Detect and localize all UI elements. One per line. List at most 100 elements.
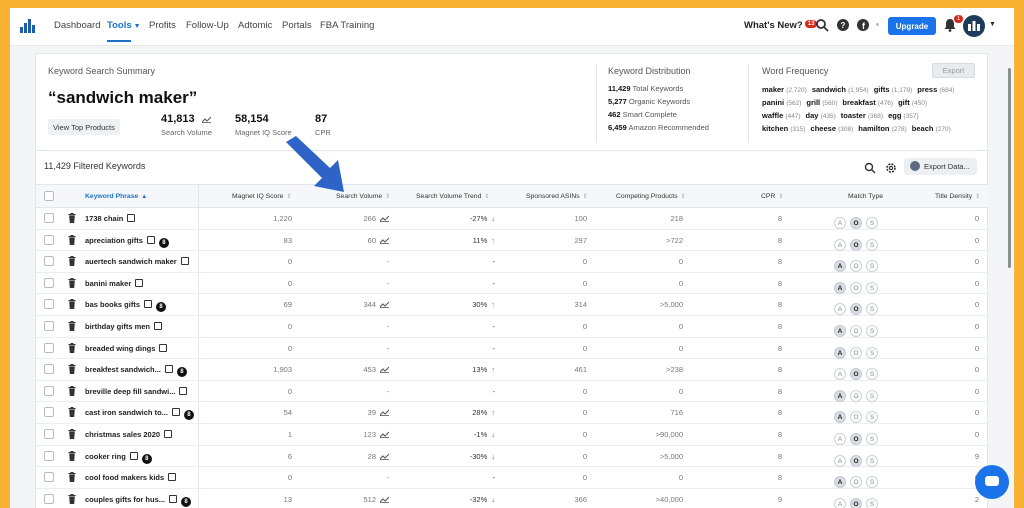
row-checkbox[interactable]: [44, 213, 54, 223]
match-type-o[interactable]: O: [850, 411, 862, 424]
help-icon[interactable]: ?: [836, 18, 850, 32]
match-type-s[interactable]: S: [866, 433, 878, 445]
keyword-phrase[interactable]: bas books gifts: [85, 300, 141, 310]
word-frequency-item[interactable]: grill (560): [806, 98, 838, 107]
row-checkbox[interactable]: [44, 493, 54, 504]
external-link-icon[interactable]: [154, 322, 163, 330]
row-checkbox[interactable]: [44, 321, 54, 331]
match-type-s[interactable]: S: [866, 325, 878, 337]
word-frequency-item[interactable]: waffle (447): [762, 111, 801, 120]
external-link-icon[interactable]: [171, 408, 180, 417]
match-type-a[interactable]: A: [834, 325, 846, 337]
match-type-a[interactable]: A: [834, 389, 846, 402]
row-checkbox[interactable]: [44, 342, 54, 353]
row-checkbox[interactable]: [44, 256, 54, 267]
external-link-icon[interactable]: [144, 300, 153, 309]
keyword-phrase[interactable]: breakfest sandwich...: [85, 365, 161, 375]
row-checkbox[interactable]: [44, 450, 54, 461]
match-type-s[interactable]: S: [866, 454, 878, 467]
row-checkbox[interactable]: [44, 472, 54, 483]
row-checkbox[interactable]: [44, 234, 54, 245]
nav-adtomic[interactable]: Adtomic: [238, 20, 273, 31]
helium10-logo-icon[interactable]: [20, 19, 36, 33]
trash-icon[interactable]: [68, 342, 76, 353]
row-checkbox[interactable]: [44, 429, 54, 439]
keyword-phrase[interactable]: breaded wing dings: [85, 343, 156, 353]
external-link-icon[interactable]: [169, 494, 178, 503]
column-header-cpr[interactable]: CPR ⇕: [761, 193, 784, 200]
external-link-icon[interactable]: [146, 235, 155, 244]
page-scrollbar[interactable]: [1008, 68, 1011, 268]
match-type-s[interactable]: S: [866, 411, 878, 424]
word-frequency-item[interactable]: hamilton (278): [858, 124, 907, 133]
match-type-s[interactable]: S: [866, 238, 878, 251]
word-frequency-item[interactable]: toaster (368): [840, 111, 884, 120]
nav-portals[interactable]: Portals: [282, 20, 312, 31]
trend-chart-icon[interactable]: [380, 301, 389, 309]
search-icon[interactable]: [815, 18, 829, 32]
trend-chart-icon[interactable]: [380, 409, 389, 417]
table-row[interactable]: 1738 chain 1,220 266 -27% ↓ 100 218 8 A O S 0: [36, 208, 989, 230]
match-type-o[interactable]: O: [850, 476, 862, 489]
table-row[interactable]: couples gifts for hus... 8 13 512 -32% ↓ 366 >4…: [36, 489, 989, 508]
column-header-keyword-phrase[interactable]: Keyword Phrase ▲: [85, 193, 148, 200]
match-type-a[interactable]: A: [834, 260, 846, 273]
chat-launcher-button[interactable]: [975, 465, 1009, 499]
match-type-o[interactable]: O: [850, 260, 862, 273]
word-frequency-item[interactable]: cheese (308): [810, 124, 854, 133]
external-link-icon[interactable]: [164, 365, 173, 374]
match-type-o[interactable]: O: [850, 346, 862, 359]
keyword-phrase[interactable]: couples gifts for hus...: [85, 494, 166, 504]
match-type-o[interactable]: O: [850, 454, 862, 467]
word-frequency-item[interactable]: gifts (1,179): [873, 85, 913, 94]
table-row[interactable]: apreciation gifts 8 83 60 11% ↑ 297 >722 8 A O S 0: [36, 230, 989, 252]
select-all-checkbox[interactable]: [44, 191, 54, 201]
match-type-s[interactable]: S: [866, 260, 878, 273]
view-top-products-button[interactable]: View Top Products: [48, 119, 120, 135]
match-type-o[interactable]: O: [850, 497, 862, 508]
trend-chart-icon[interactable]: [380, 366, 389, 374]
match-type-s[interactable]: S: [866, 217, 878, 229]
trash-icon[interactable]: [68, 277, 76, 288]
trash-icon[interactable]: [68, 299, 76, 310]
word-frequency-item[interactable]: beach (270): [911, 124, 951, 133]
nav-profits[interactable]: Profits: [149, 20, 176, 31]
nav-fba-training[interactable]: FBA Training: [320, 20, 375, 31]
external-link-icon[interactable]: [180, 257, 189, 266]
external-link-icon[interactable]: [129, 451, 138, 460]
match-type-a[interactable]: A: [834, 476, 846, 489]
row-checkbox[interactable]: [44, 385, 54, 396]
account-chevron-icon[interactable]: ▼: [989, 21, 996, 28]
trash-icon[interactable]: [68, 450, 76, 461]
table-row[interactable]: auertech sandwich maker 0 - - 0 0 8 A O S 0: [36, 251, 989, 273]
table-row[interactable]: cast iron sandwich to... 8 54 39 28% ↑ 0 716 8 A O…: [36, 402, 989, 424]
match-type-s[interactable]: S: [866, 497, 878, 508]
match-type-o[interactable]: O: [850, 368, 862, 381]
notifications-button[interactable]: 1: [944, 15, 964, 37]
external-link-icon[interactable]: [168, 473, 177, 482]
match-type-s[interactable]: S: [866, 303, 878, 316]
match-type-s[interactable]: S: [866, 389, 878, 402]
avatar[interactable]: [963, 15, 985, 37]
match-type-o[interactable]: O: [850, 303, 862, 316]
trash-icon[interactable]: [68, 364, 76, 375]
keyword-phrase[interactable]: christmas sales 2020: [85, 430, 161, 439]
trash-icon[interactable]: [68, 472, 76, 483]
match-type-a[interactable]: A: [834, 368, 846, 381]
column-header-title-density[interactable]: Title Density ⇕: [935, 193, 981, 200]
row-checkbox[interactable]: [44, 407, 54, 418]
trash-icon[interactable]: [68, 213, 76, 223]
trash-icon[interactable]: [68, 256, 76, 267]
column-header-search-volume-trend[interactable]: Search Volume Trend ⇕: [416, 193, 490, 200]
nav-dashboard[interactable]: Dashboard: [54, 20, 101, 31]
match-type-a[interactable]: A: [834, 411, 846, 424]
match-type-o[interactable]: O: [850, 281, 862, 294]
keyword-phrase[interactable]: cool food makers kids: [85, 473, 165, 483]
match-type-a[interactable]: A: [834, 281, 846, 294]
keyword-phrase[interactable]: cooker ring: [85, 451, 126, 461]
match-type-a[interactable]: A: [834, 217, 846, 229]
settings-gear-icon[interactable]: [885, 162, 897, 174]
word-frequency-item[interactable]: breakfast (476): [842, 98, 894, 107]
table-row[interactable]: breakfest sandwich... 8 1,903 453 13% ↑ 461 >23…: [36, 359, 989, 381]
word-frequency-item[interactable]: press (684): [917, 85, 955, 94]
